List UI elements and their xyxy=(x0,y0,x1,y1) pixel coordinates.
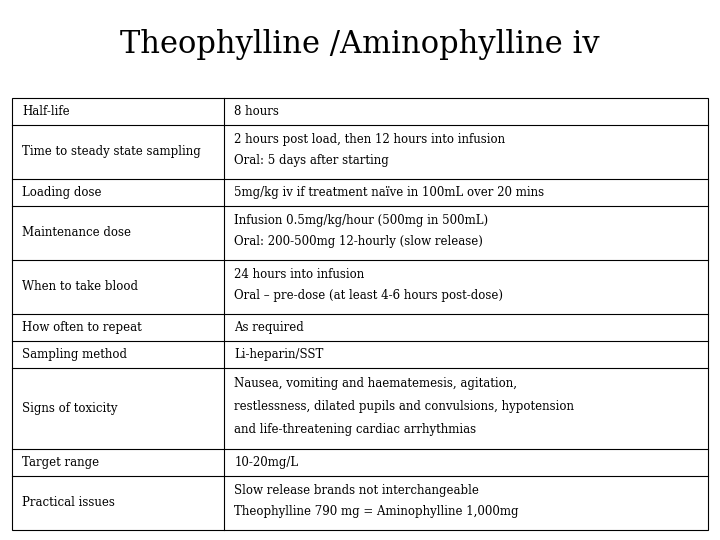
Text: Slow release brands not interchangeable: Slow release brands not interchangeable xyxy=(234,483,479,497)
Text: Half-life: Half-life xyxy=(22,105,70,118)
Text: Maintenance dose: Maintenance dose xyxy=(22,226,131,240)
Text: Nausea, vomiting and haematemesis, agitation,: Nausea, vomiting and haematemesis, agita… xyxy=(234,376,517,389)
Text: Oral: 5 days after starting: Oral: 5 days after starting xyxy=(234,154,389,167)
Text: Li-heparin/SST: Li-heparin/SST xyxy=(234,348,324,361)
Text: Signs of toxicity: Signs of toxicity xyxy=(22,402,117,415)
Text: As required: As required xyxy=(234,321,304,334)
Text: How often to repeat: How often to repeat xyxy=(22,321,142,334)
Text: Practical issues: Practical issues xyxy=(22,496,115,510)
Text: When to take blood: When to take blood xyxy=(22,280,138,294)
Text: 5mg/kg iv if treatment naïve in 100mL over 20 mins: 5mg/kg iv if treatment naïve in 100mL ov… xyxy=(234,186,544,199)
Text: Time to steady state sampling: Time to steady state sampling xyxy=(22,145,201,159)
Text: Sampling method: Sampling method xyxy=(22,348,127,361)
Text: Theophylline /Aminophylline iv: Theophylline /Aminophylline iv xyxy=(120,30,600,60)
Text: 10-20mg/L: 10-20mg/L xyxy=(234,456,298,469)
Text: Loading dose: Loading dose xyxy=(22,186,102,199)
Text: and life-threatening cardiac arrhythmias: and life-threatening cardiac arrhythmias xyxy=(234,423,477,436)
Text: Infusion 0.5mg/kg/hour (500mg in 500mL): Infusion 0.5mg/kg/hour (500mg in 500mL) xyxy=(234,213,488,227)
Text: Theophylline 790 mg = Aminophylline 1,000mg: Theophylline 790 mg = Aminophylline 1,00… xyxy=(234,505,519,518)
Text: 2 hours post load, then 12 hours into infusion: 2 hours post load, then 12 hours into in… xyxy=(234,132,505,146)
Text: 8 hours: 8 hours xyxy=(234,105,279,118)
Text: 24 hours into infusion: 24 hours into infusion xyxy=(234,267,364,281)
Bar xyxy=(12,98,708,530)
Text: Oral: 200-500mg 12-hourly (slow release): Oral: 200-500mg 12-hourly (slow release) xyxy=(234,235,483,248)
Text: restlessness, dilated pupils and convulsions, hypotension: restlessness, dilated pupils and convuls… xyxy=(234,400,575,413)
Text: Target range: Target range xyxy=(22,456,99,469)
Text: Oral – pre-dose (at least 4-6 hours post-dose): Oral – pre-dose (at least 4-6 hours post… xyxy=(234,289,503,302)
